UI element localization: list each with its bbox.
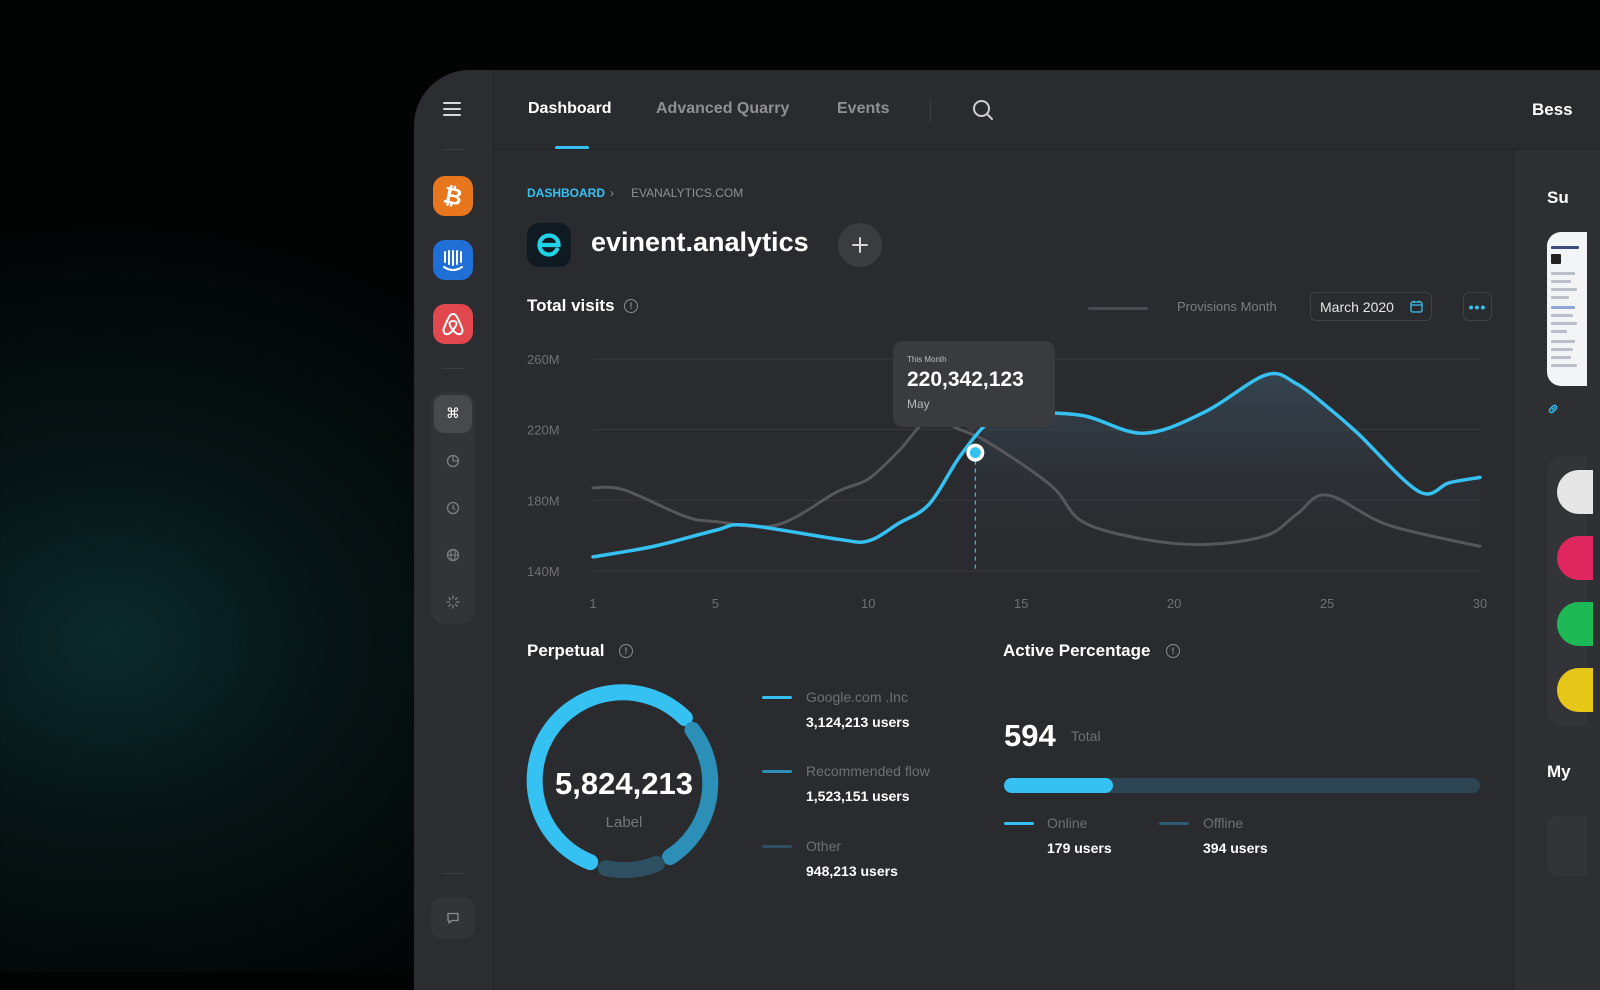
integration-icon[interactable]: [1557, 602, 1593, 646]
globe-icon[interactable]: [434, 536, 472, 574]
integration-icon[interactable]: [1557, 470, 1593, 514]
right-panel-title-2: My: [1547, 762, 1571, 781]
active-percentage-title: Active Percentage: [1003, 641, 1151, 660]
tooltip-period: May: [907, 397, 930, 411]
right-panel-title: Su: [1547, 188, 1569, 207]
tab-dashboard[interactable]: Dashboard: [528, 100, 612, 117]
breadcrumb-current: EVANALYTICS.COM: [631, 186, 744, 200]
donut-segment-google: [526, 684, 693, 871]
intercom-icon[interactable]: [433, 240, 473, 280]
highlight-point: [969, 447, 981, 459]
y-tick-label: 140M: [527, 564, 560, 579]
donut-segment-other: [597, 855, 665, 878]
perpetual-total-label: Label: [605, 814, 643, 831]
page-title: evinent.analytics: [591, 227, 809, 257]
tab-advanced-quarry[interactable]: Advanced Quarry: [656, 100, 790, 117]
offline-value: 394 users: [1203, 840, 1268, 856]
sidebar-divider: [442, 149, 464, 150]
donut-segment-recommended: [662, 721, 719, 865]
integrations-card: [1547, 456, 1593, 726]
sidebar-divider: [442, 368, 464, 369]
site-logo: [527, 223, 571, 267]
online-value: 179 users: [1047, 840, 1112, 856]
info-icon[interactable]: !: [619, 644, 633, 658]
active-tab-indicator: [555, 146, 589, 149]
right-panel: Su My: [1513, 150, 1600, 990]
user-name[interactable]: Bess: [1532, 100, 1573, 119]
sidebar: ₿ ⌘: [414, 70, 494, 990]
x-tick-label: 30: [1473, 596, 1487, 611]
chart-tooltip: This Month 220,342,123 May: [893, 341, 1055, 433]
perpetual-title: Perpetual: [527, 641, 605, 660]
more-options-button[interactable]: •••: [1463, 292, 1492, 321]
active-total: 594: [1004, 718, 1056, 753]
tool-group: ⌘: [431, 392, 475, 624]
breadcrumb-root[interactable]: DASHBOARD: [527, 186, 605, 200]
offline-label: Offline: [1203, 815, 1244, 831]
y-tick-label: 220M: [527, 423, 560, 438]
legend-name: Other: [806, 838, 842, 854]
total-visits-title: Total visits: [527, 296, 615, 315]
airbnb-icon[interactable]: [433, 304, 473, 344]
legend-value: 948,213 users: [806, 863, 898, 879]
legend-swatch: [762, 845, 792, 848]
legend-swatch: [1159, 822, 1189, 825]
link-icon[interactable]: [1546, 402, 1560, 416]
command-icon[interactable]: ⌘: [434, 395, 472, 433]
info-icon[interactable]: !: [624, 299, 638, 313]
svg-text:₿: ₿: [442, 183, 464, 209]
legend-swatch: [762, 770, 792, 773]
x-tick-label: 15: [1014, 596, 1028, 611]
sidebar-divider: [442, 873, 464, 874]
menu-icon[interactable]: [443, 102, 461, 116]
y-tick-label: 260M: [527, 352, 560, 367]
x-tick-label: 25: [1320, 596, 1334, 611]
loader-icon[interactable]: [434, 583, 472, 621]
legend-line: [1088, 307, 1148, 310]
tab-events[interactable]: Events: [837, 100, 890, 117]
clock-icon[interactable]: [434, 489, 472, 527]
active-progress-fill: [1004, 778, 1114, 793]
legend-value: 1,523,151 users: [806, 788, 910, 804]
header-divider: [930, 98, 931, 122]
search-icon[interactable]: [971, 98, 995, 122]
legend-name: Google.com .Inc: [806, 689, 908, 705]
active-progress-track: [1004, 778, 1480, 793]
add-button[interactable]: [838, 223, 882, 267]
x-tick-label: 1: [589, 596, 596, 611]
legend-value: 3,124,213 users: [806, 714, 910, 730]
chevron-right-icon: ›: [610, 186, 614, 200]
integration-icon[interactable]: [1557, 668, 1593, 712]
tooltip-value: 220,342,123: [907, 368, 1024, 391]
integration-icon[interactable]: [1557, 536, 1593, 580]
preview-thumbnail[interactable]: [1547, 232, 1587, 386]
right-panel-box: [1547, 816, 1587, 876]
chat-icon[interactable]: [431, 897, 475, 939]
legend-label: Provisions Month: [1177, 299, 1277, 314]
calendar-icon: [1410, 300, 1423, 313]
info-icon[interactable]: !: [1166, 644, 1180, 658]
perpetual-donut: [526, 684, 719, 878]
series-line-previous: [591, 416, 1482, 548]
tooltip-caption: This Month: [907, 355, 947, 364]
legend-name: Recommended flow: [806, 763, 930, 779]
date-value: March 2020: [1320, 298, 1394, 315]
x-tick-label: 5: [712, 596, 719, 611]
bitcoin-icon[interactable]: ₿: [433, 176, 473, 216]
date-picker[interactable]: March 2020: [1310, 292, 1432, 321]
app-window: ₿ ⌘: [414, 70, 1600, 990]
legend-swatch: [762, 696, 792, 699]
y-tick-label: 180M: [527, 493, 560, 508]
pie-chart-icon[interactable]: [434, 442, 472, 480]
x-tick-label: 20: [1167, 596, 1181, 611]
active-total-label: Total: [1071, 728, 1101, 744]
online-label: Online: [1047, 815, 1088, 831]
top-bar: Dashboard Advanced Quarry Events Bess: [493, 70, 1600, 150]
legend-swatch: [1004, 822, 1034, 825]
x-tick-label: 10: [861, 596, 875, 611]
perpetual-total: 5,824,213: [555, 766, 693, 801]
